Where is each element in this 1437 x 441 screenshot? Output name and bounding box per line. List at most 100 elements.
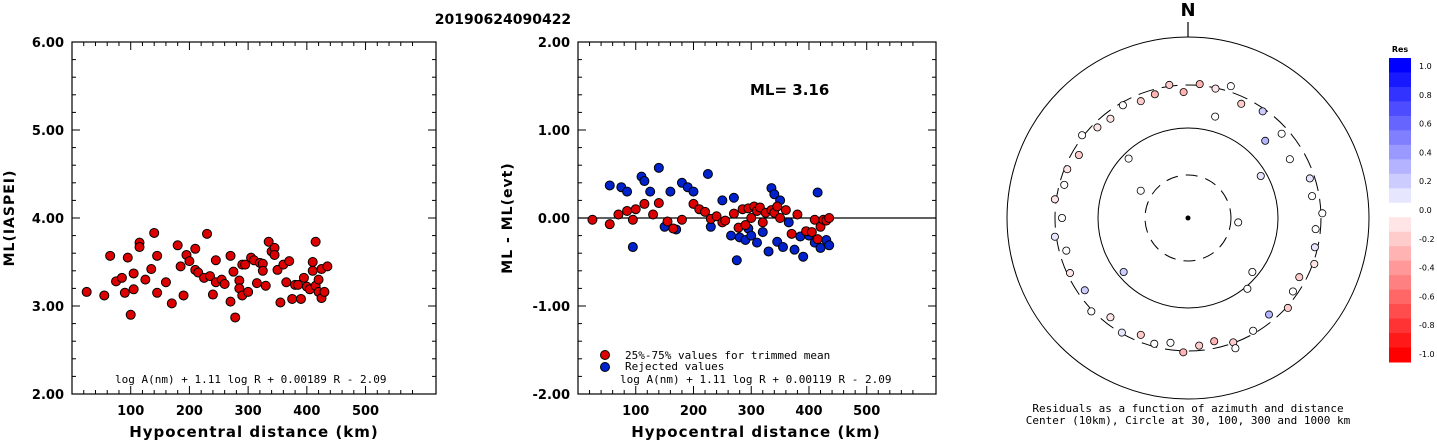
data-point <box>128 268 139 279</box>
polar-point <box>1093 123 1102 132</box>
data-point-rejected <box>665 186 676 197</box>
polar-point <box>1058 213 1067 222</box>
data-point <box>322 261 333 272</box>
plot1-xlabel: Hypocentral distance (km) <box>129 423 379 441</box>
data-point-rejected <box>622 186 633 197</box>
x-tick-label: 100 <box>622 404 649 419</box>
data-point <box>119 287 130 298</box>
polar-point <box>1118 101 1127 110</box>
data-point <box>99 290 110 301</box>
data-point <box>287 293 298 304</box>
colorbar-tick-label: 1.0 <box>1419 62 1432 71</box>
polar-point <box>1256 171 1265 180</box>
plot-ml-iaspei: 100 200 300 400 500 2.00 3.00 4.00 5.00 6.00 log … <box>2 36 437 441</box>
data-point <box>284 256 295 267</box>
plot2-annotation: ML= 3.16 <box>750 81 829 99</box>
x-tick-label: 300 <box>738 404 765 419</box>
polar-point <box>1277 129 1286 138</box>
data-point <box>240 259 251 270</box>
data-point-trimmed <box>648 209 659 220</box>
plot1-formula: log A(nm) + 1.11 log R + 0.00189 R - 2.0… <box>115 373 387 386</box>
polar-point <box>1050 195 1059 204</box>
data-point-rejected <box>746 230 757 241</box>
data-point-trimmed <box>587 214 598 225</box>
data-point <box>307 265 318 276</box>
colorbar-swatch <box>1389 159 1411 175</box>
data-point <box>225 250 236 261</box>
y-tick-label: -2.00 <box>533 388 570 403</box>
data-point <box>202 228 213 239</box>
polar-point <box>1150 90 1159 99</box>
data-point-trimmed <box>630 204 641 215</box>
data-point-rejected <box>645 186 656 197</box>
polar-point <box>1195 341 1204 350</box>
data-point <box>319 286 330 297</box>
data-point <box>225 296 236 307</box>
x-tick-label: 100 <box>117 404 144 419</box>
data-point-rejected <box>815 242 826 253</box>
polar-point <box>1150 339 1159 348</box>
legend-label-trimmed: 25%-75% values for trimmed mean <box>625 349 830 362</box>
data-point <box>81 286 92 297</box>
data-point-rejected <box>783 217 794 228</box>
polar-caption-2: Center (10km), Circle at 30, 100, 300 an… <box>1026 414 1351 427</box>
plot2-ticks: 100 200 300 400 500 -2.00 -1.00 0.00 1.00 2.00 <box>533 36 936 419</box>
data-point <box>134 242 145 253</box>
plot2-xlabel: Hypocentral distance (km) <box>631 423 881 441</box>
data-point <box>152 287 163 298</box>
data-point-trimmed <box>720 215 731 226</box>
data-point <box>275 297 286 308</box>
polar-point <box>1264 310 1273 319</box>
data-point-trimmed <box>786 228 797 239</box>
polar-point <box>1050 232 1059 241</box>
data-point <box>152 250 163 261</box>
colorbar-tick-label: 0.2 <box>1419 177 1432 186</box>
data-point-rejected <box>798 251 809 262</box>
polar-point <box>1062 246 1071 255</box>
data-point <box>230 312 241 323</box>
data-point <box>207 289 218 300</box>
colorbar-swatch <box>1389 246 1411 262</box>
y-tick-label: 5.00 <box>32 124 64 139</box>
plot2-points <box>587 162 835 266</box>
colorbar-tick-label: 0.8 <box>1419 91 1432 100</box>
plot1-frame <box>71 41 437 395</box>
colorbar-swatch <box>1389 289 1411 305</box>
colorbar-swatch <box>1389 347 1411 363</box>
data-point-trimmed <box>740 220 751 231</box>
polar-point <box>1117 328 1126 337</box>
plot-polar-residuals: N Residuals as a function of azimuth and… <box>1006 0 1370 427</box>
y-tick-label: -1.00 <box>533 300 570 315</box>
polar-point <box>1136 97 1145 106</box>
polar-point <box>1295 273 1304 282</box>
polar-point <box>1210 337 1219 346</box>
polar-points <box>1050 80 1327 357</box>
polar-point <box>1258 107 1267 116</box>
colorbar-swatch <box>1389 333 1411 349</box>
polar-point <box>1261 136 1270 145</box>
data-point-trimmed <box>812 234 823 245</box>
data-point-trimmed <box>824 213 835 223</box>
data-point-trimmed <box>728 208 739 219</box>
colorbar-ticks: 1.0 0.8 0.6 0.4 0.2 0.0 -0.2 -0.4 -0.6 -0.8 -1.0 <box>1419 62 1435 359</box>
polar-point <box>1305 174 1314 183</box>
colorbar-swatch <box>1389 115 1411 131</box>
colorbar-swatch <box>1389 217 1411 233</box>
x-tick-label: 200 <box>680 404 707 419</box>
polar-point <box>1078 131 1087 140</box>
polar-point <box>1318 209 1327 218</box>
colorbar-swatch <box>1389 202 1411 218</box>
data-point-trimmed <box>806 227 817 238</box>
colorbar: Res 1.0 0.8 0.6 0.4 0.2 0.0 -0.2 -0.4 -0.6 -0.8 -1… <box>1389 45 1435 363</box>
data-point <box>166 298 177 309</box>
x-tick-label: 300 <box>235 404 262 419</box>
data-point-rejected <box>604 180 615 191</box>
data-point-trimmed <box>622 205 633 216</box>
plot2-ylabel: ML - ML(evt) <box>500 162 516 273</box>
data-point-rejected <box>702 169 713 179</box>
data-point-rejected <box>752 237 762 248</box>
polar-point <box>1106 114 1115 123</box>
colorbar-swatch <box>1389 144 1411 160</box>
data-point-rejected <box>731 255 742 266</box>
colorbar-swatch <box>1389 173 1411 189</box>
